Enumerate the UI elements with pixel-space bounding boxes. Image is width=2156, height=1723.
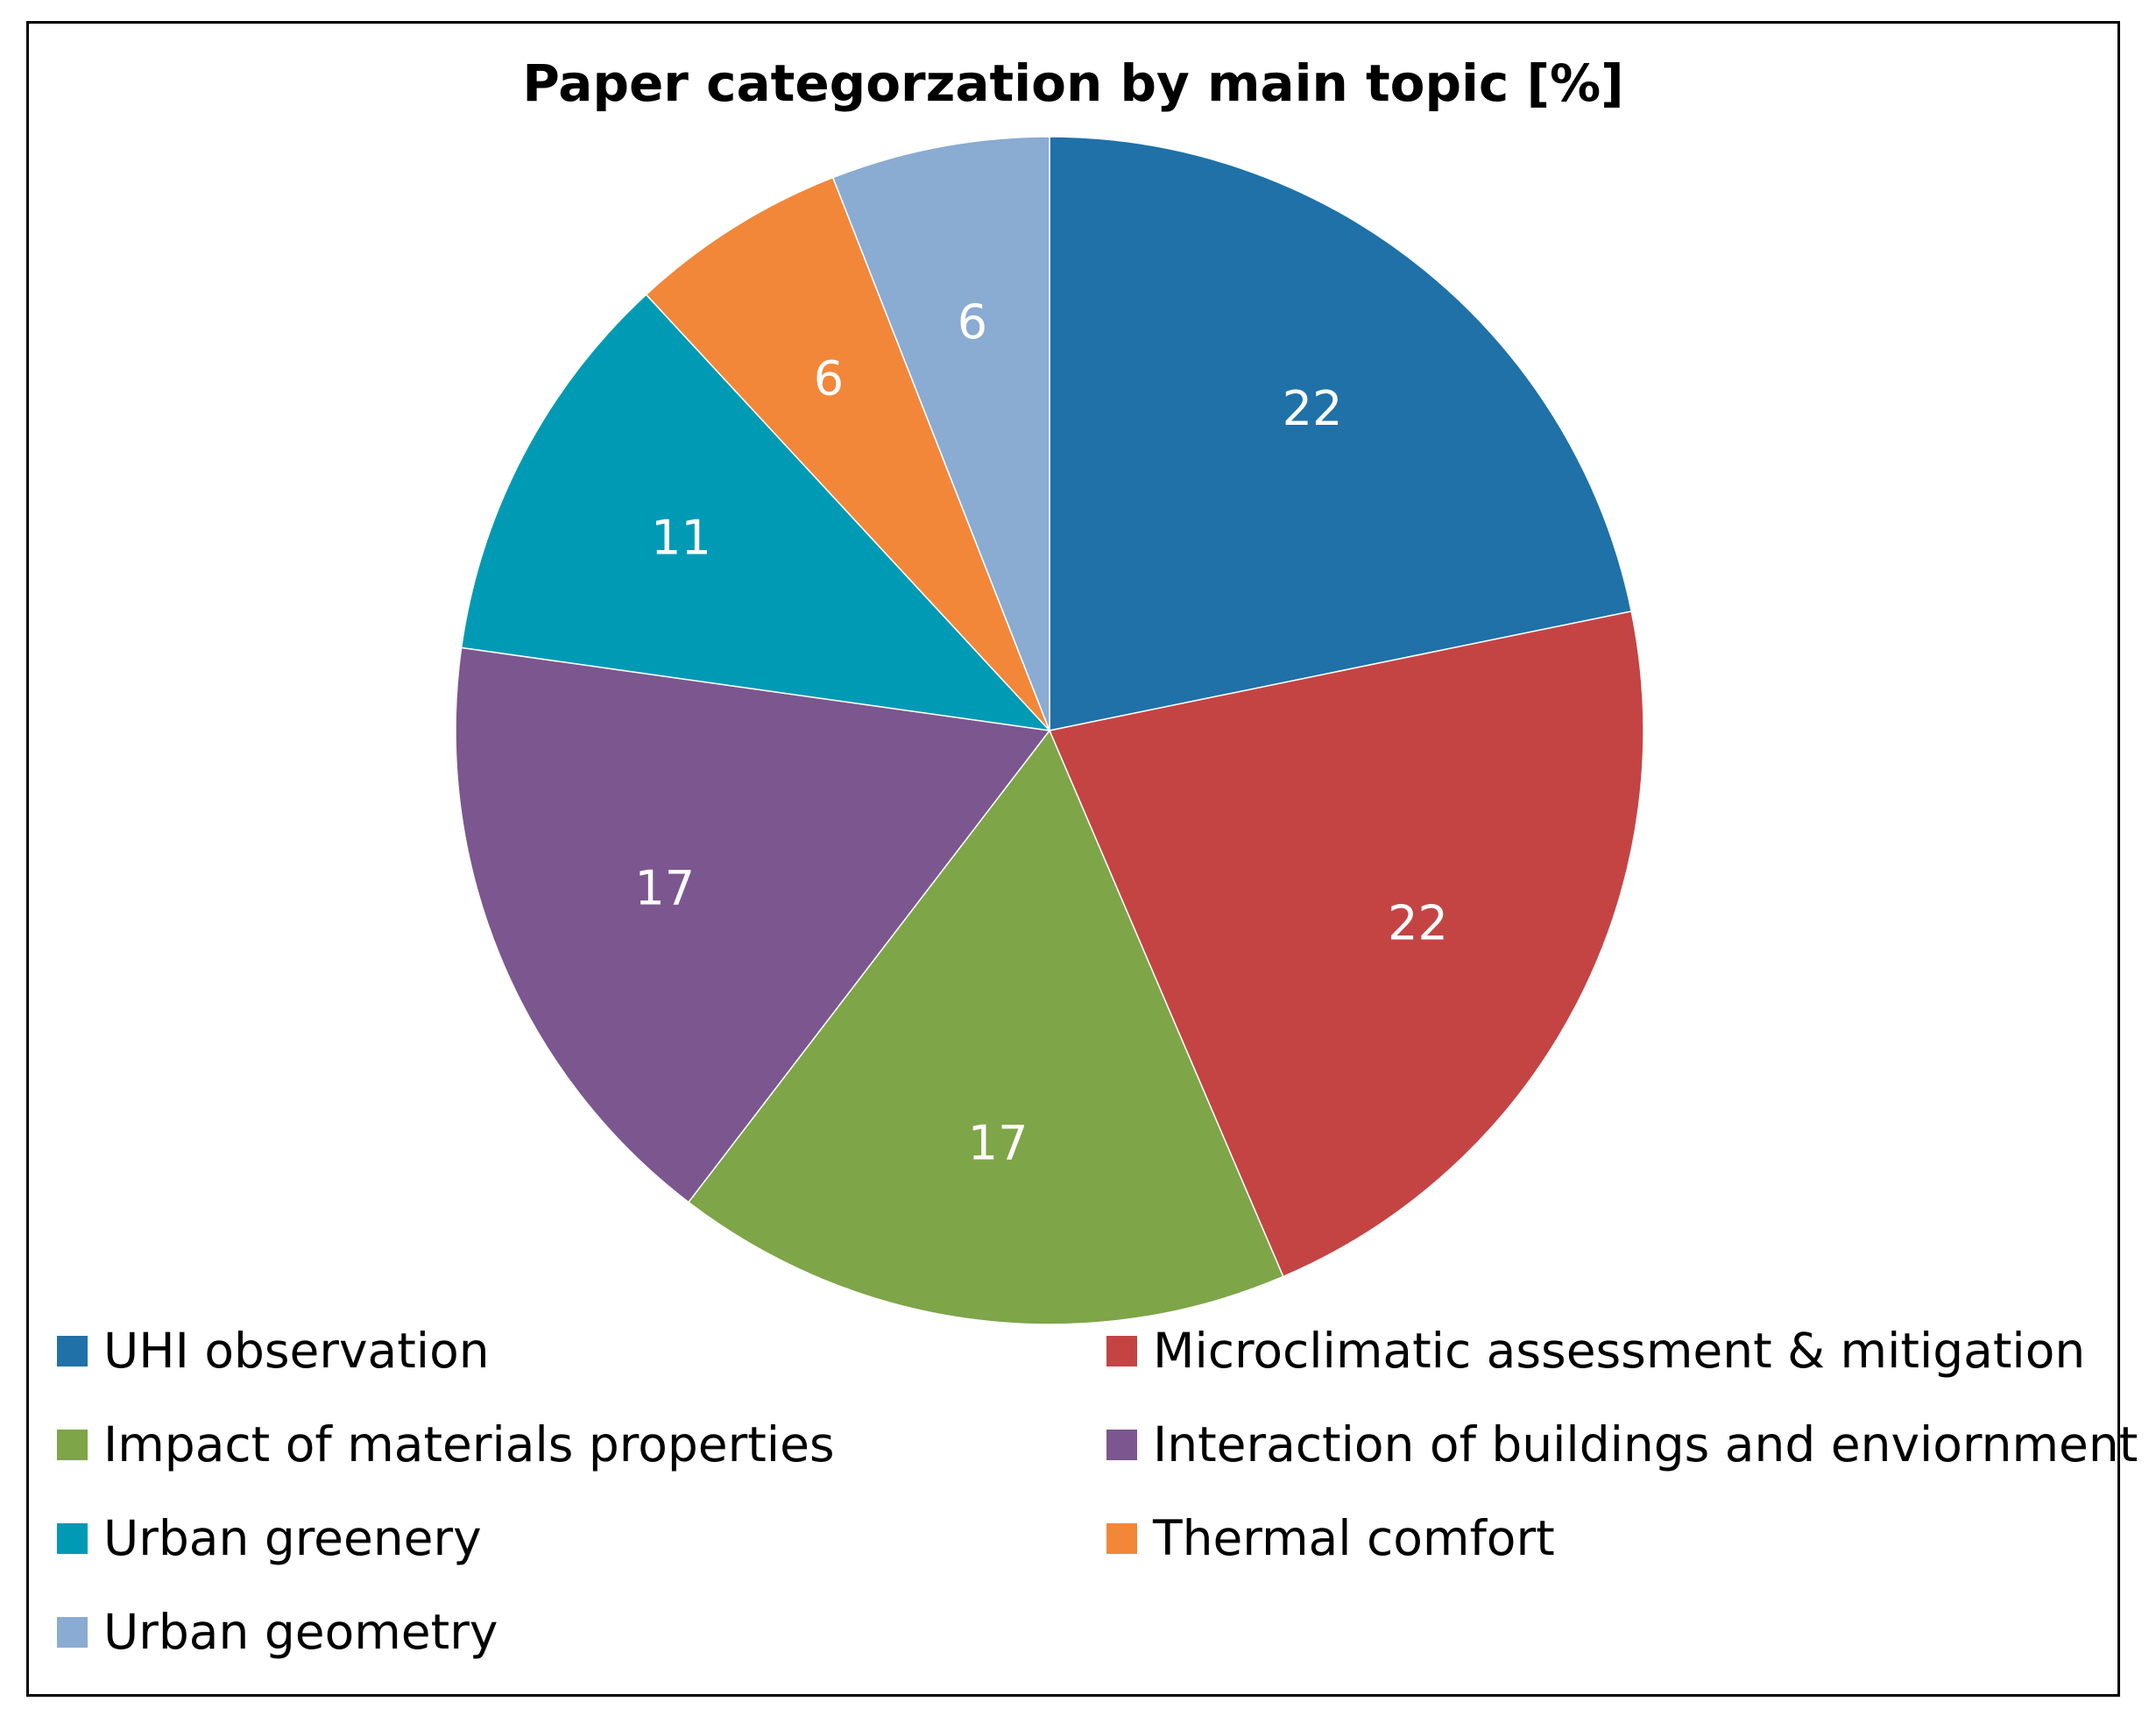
legend-label: Urban geometry (103, 1604, 498, 1660)
legend-item-uhi-observation: UHI observation (57, 1320, 490, 1381)
pie-slice-urban-geometry (831, 136, 1050, 731)
legend-swatch (57, 1616, 88, 1648)
legend-swatch (1106, 1429, 1137, 1460)
chart-frame: Paper categorzation by main topic [%] 22… (26, 21, 2138, 1697)
legend-label: Microclimatic assessment & mitigation (1153, 1323, 2086, 1379)
legend-item-thermal-comfort: Thermal comfort (1106, 1508, 1555, 1569)
pie-slice-urban-greenery (460, 293, 1051, 732)
data-label-urban-greenery: 11 (651, 510, 711, 565)
legend-swatch (57, 1522, 88, 1554)
legend-swatch (57, 1335, 88, 1366)
data-label-impact-of-materials-properties: 17 (968, 1115, 1029, 1170)
legend-item-impact-of-materials-properties: Impact of materials properties (57, 1414, 835, 1475)
pie-chart: 22 22 17 17 11 6 6 (455, 136, 1644, 1325)
legend-swatch (1106, 1335, 1137, 1366)
legend-item-urban-greenery: Urban greenery (57, 1508, 482, 1569)
pie-slices (455, 136, 1644, 1325)
legend-label: Impact of materials properties (103, 1416, 835, 1472)
chart-title: Paper categorzation by main topic [%] (522, 53, 1624, 113)
legend-label: Urban greenery (103, 1510, 482, 1566)
pie-slice-interaction-of-buildings-and-enviornment (455, 646, 1051, 1204)
legend-item-microclimatic-assessment-and-mitigation: Microclimatic assessment & mitigation (1106, 1320, 2085, 1381)
data-label-interaction-of-buildings-and-enviornment: 17 (634, 860, 695, 915)
pie-data-labels: 22 22 17 17 11 6 6 (634, 294, 1447, 1170)
legend-label: Interaction of buildings and enviornment (1153, 1416, 2138, 1472)
pie-slice-impact-of-materials-properties (687, 729, 1284, 1325)
data-label-microclimatic-assessment-and-mitigation: 22 (1388, 896, 1448, 951)
legend-label: UHI observation (103, 1323, 490, 1379)
legend-item-interaction-of-buildings-and-enviornment: Interaction of buildings and enviornment (1106, 1414, 2138, 1475)
pie-slice-thermal-comfort (645, 176, 1050, 731)
legend-label: Thermal comfort (1153, 1510, 1555, 1566)
pie-slice-microclimatic-assessment-and-mitigation (1048, 610, 1644, 1278)
data-label-thermal-comfort: 6 (814, 350, 844, 406)
legend-item-urban-geometry: Urban geometry (57, 1601, 498, 1663)
legend-swatch (1106, 1522, 1137, 1554)
pie-slice-uhi-observation (1049, 136, 1633, 731)
data-label-uhi-observation: 22 (1283, 381, 1343, 436)
data-label-urban-geometry: 6 (958, 294, 987, 350)
legend-swatch (57, 1429, 88, 1460)
